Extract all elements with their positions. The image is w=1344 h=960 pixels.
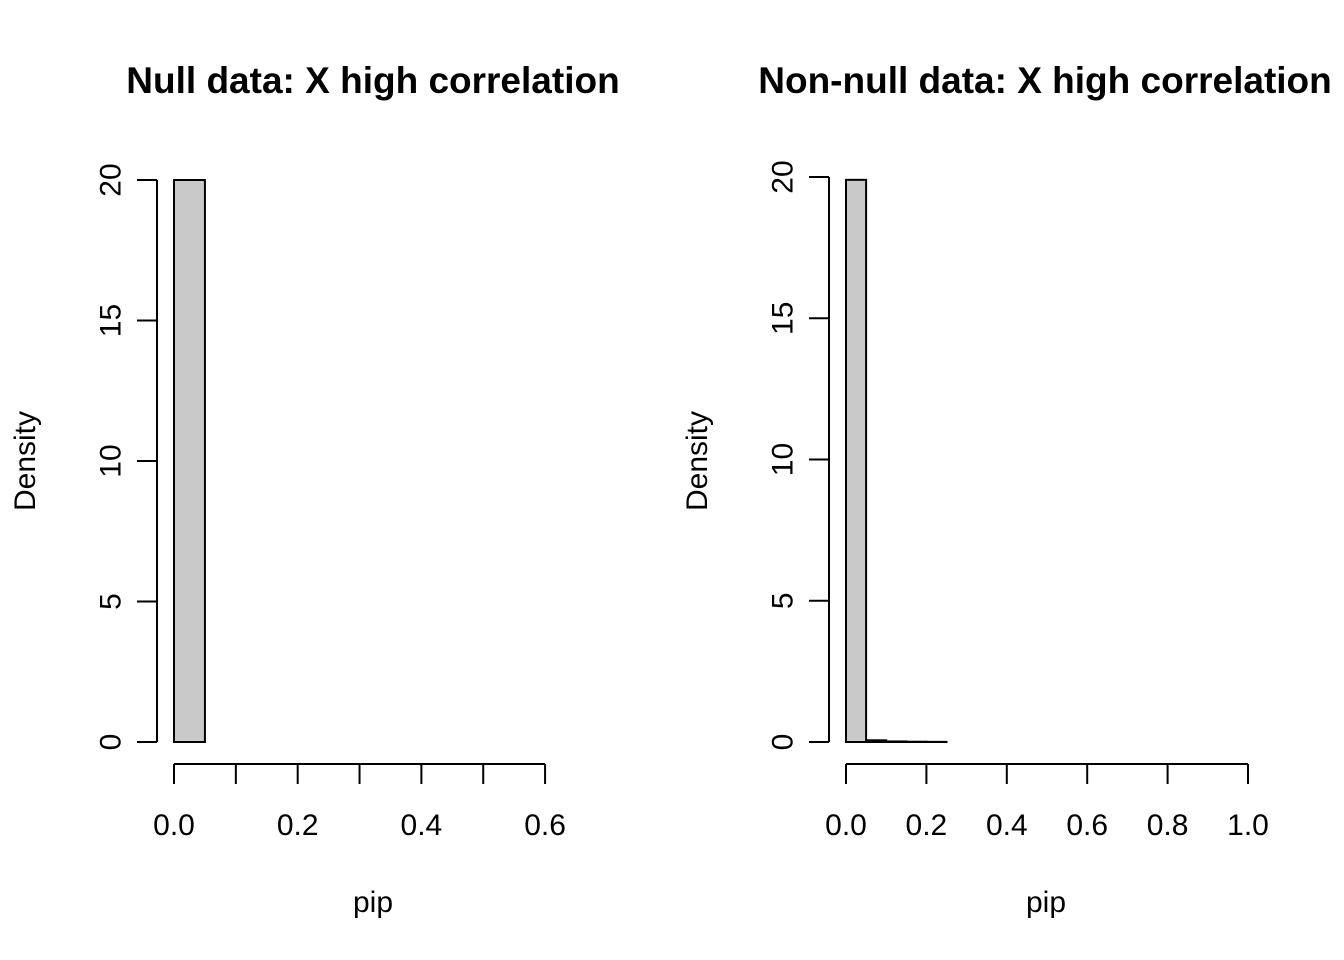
y-tick-label: 10 [95, 444, 128, 477]
y-axis-label: Density [9, 411, 42, 511]
histogram-bar [173, 179, 206, 743]
chart-title: Null data: X high correlation [126, 60, 619, 101]
non-null-data-panel: Non-null data: X high correlation pip De… [681, 60, 1332, 919]
y-axis: 0 5 10 15 20 [95, 163, 158, 750]
x-tick-label: 0.4 [401, 809, 443, 842]
x-tick-label: 0.4 [986, 809, 1028, 842]
x-tick-label: 0.0 [153, 809, 195, 842]
y-tick-label: 20 [95, 163, 128, 196]
histogram-bar [885, 740, 908, 743]
x-tick-label: 0.8 [1147, 809, 1189, 842]
histogram-bars [845, 178, 948, 744]
x-axis: 0.0 0.2 0.4 0.6 [153, 763, 566, 842]
y-axis: 0 5 10 15 20 [767, 160, 830, 750]
x-axis-label: pip [1026, 886, 1066, 919]
y-tick-label: 10 [767, 443, 800, 476]
x-tick-label: 0.2 [277, 809, 319, 842]
y-tick-label: 5 [95, 593, 128, 610]
x-tick-label: 0.0 [825, 809, 867, 842]
x-tick-label: 0.2 [906, 809, 948, 842]
histogram-bar [845, 178, 868, 743]
x-tick-label: 1.0 [1227, 809, 1269, 842]
y-tick-label: 0 [767, 734, 800, 751]
y-tick-label: 20 [767, 160, 800, 193]
y-tick-label: 15 [767, 302, 800, 335]
y-axis-label: Density [681, 411, 714, 511]
x-tick-label: 0.6 [1066, 809, 1108, 842]
x-tick-label: 0.6 [524, 809, 566, 842]
y-tick-label: 15 [95, 304, 128, 337]
y-tick-label: 5 [767, 592, 800, 609]
histogram-bars [173, 179, 206, 743]
x-axis: 0.0 0.2 0.4 0.6 0.8 1.0 [825, 763, 1269, 842]
x-axis-label: pip [353, 886, 393, 919]
y-tick-label: 0 [95, 734, 128, 751]
chart-title: Non-null data: X high correlation [758, 60, 1332, 101]
null-data-panel: Null data: X high correlation pip Densit… [9, 60, 620, 919]
histogram-bar [865, 739, 888, 743]
